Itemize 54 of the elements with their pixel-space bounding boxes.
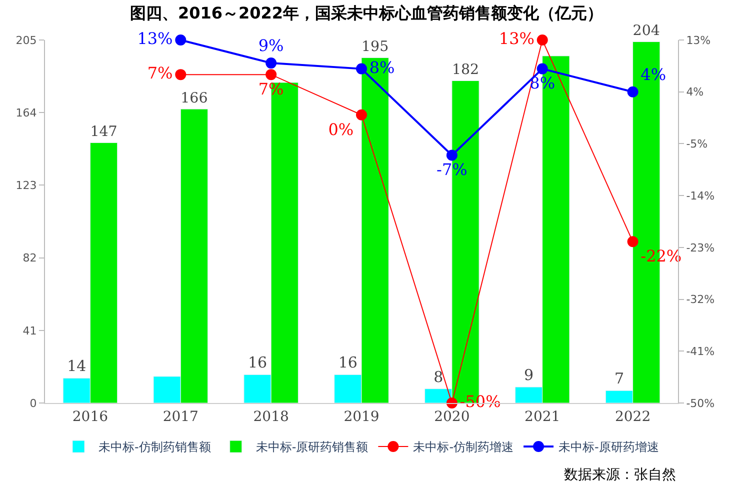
data-label: 0% [328,120,354,139]
x-tick-label: 2017 [162,408,198,425]
y-tick-label: 82 [22,252,37,265]
x-tick-label: 2019 [344,408,380,425]
y2-tick-label: -14% [686,189,715,202]
y2-tick-label: -50% [686,396,715,410]
point [627,86,638,98]
legend-label: 未中标-仿制药销售额 [98,440,211,454]
chart-title: 图四、2016～2022年，国采未中标心血管药销售额变化（亿元） [130,4,604,23]
y2-tick-label: -32% [686,293,715,306]
y-tick-label: 205 [16,34,37,47]
point [536,63,548,74]
x-tick-label: 2020 [434,408,470,425]
y2-tick-label: 13% [686,34,711,47]
y2-tick-label: 4% [686,86,704,99]
point [175,69,186,80]
y2-tick-label: -41% [686,344,715,358]
data-label: 13% [498,29,534,48]
data-label: 9 [524,366,534,384]
data-label: 147 [90,124,118,140]
data-label: 8 [434,368,444,386]
data-label: 182 [452,62,480,78]
point [266,58,277,69]
x-tick-label: 2016 [72,408,108,425]
data-label: 14 [67,357,86,376]
y2-tick-label: -5% [686,138,708,151]
point [356,63,367,74]
x-tick-label: 2021 [524,408,560,425]
x-tick-label: 2022 [614,408,651,425]
point [536,34,548,46]
point [356,109,367,120]
data-label: 195 [362,38,389,55]
y-tick-label: 164 [16,106,37,120]
y-tick-label: 123 [16,179,37,192]
data-label: 7 [614,370,624,388]
data-label: 204 [632,22,660,39]
y-tick-label: 41 [22,324,37,338]
legend-label: 未中标-仿制药增速 [413,440,514,454]
data-label: 7% [147,64,173,83]
source-note: 数据来源：张自然 [564,467,676,483]
y2-tick-label: -23% [686,241,715,254]
point [266,69,277,80]
point [175,34,186,46]
y-tick-label: 0 [30,396,37,410]
data-label: 16 [248,354,268,372]
data-label: 13% [137,29,173,48]
x-tick-label: 2018 [253,408,289,425]
data-label: 9% [258,36,284,56]
legend-label: 未中标-原研药增速 [558,440,659,454]
legend-label: 未中标-原研药销售额 [256,440,368,454]
point [446,150,458,161]
data-label: 166 [180,90,208,106]
data-label: 16 [338,354,358,372]
point [627,236,638,248]
